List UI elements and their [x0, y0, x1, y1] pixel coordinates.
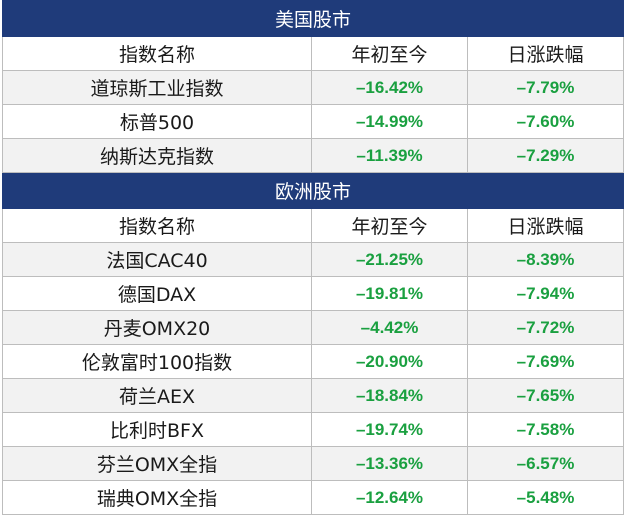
daily-change-value: –7.72%: [467, 310, 624, 345]
column-header-name: 指数名称: [2, 208, 312, 243]
daily-change-value: –7.94%: [467, 276, 624, 311]
index-name: 比利时BFX: [2, 412, 312, 447]
daily-change-value: –7.69%: [467, 344, 624, 379]
section-header-europe: 欧洲股市: [2, 172, 624, 209]
daily-change-value: –7.60%: [467, 104, 624, 139]
table-row: 德国DAX –19.81% –7.94%: [2, 276, 624, 311]
ytd-value: –12.64%: [311, 480, 468, 515]
table-row: 瑞典OMX全指 –12.64% –5.48%: [2, 480, 624, 515]
daily-change-value: –7.79%: [467, 70, 624, 105]
column-header-ytd: 年初至今: [311, 208, 468, 243]
ytd-value: –18.84%: [311, 378, 468, 413]
column-header-row: 指数名称 年初至今 日涨跌幅: [2, 36, 624, 71]
table-row: 伦敦富时100指数 –20.90% –7.69%: [2, 344, 624, 379]
column-header-name: 指数名称: [2, 36, 312, 71]
ytd-value: –16.42%: [311, 70, 468, 105]
ytd-value: –4.42%: [311, 310, 468, 345]
daily-change-value: –7.29%: [467, 138, 624, 173]
ytd-value: –21.25%: [311, 242, 468, 277]
ytd-value: –19.74%: [311, 412, 468, 447]
section-title: 美国股市: [2, 0, 624, 37]
column-header-daily: 日涨跌幅: [467, 36, 624, 71]
column-header-ytd: 年初至今: [311, 36, 468, 71]
index-name: 荷兰AEX: [2, 378, 312, 413]
daily-change-value: –8.39%: [467, 242, 624, 277]
table-row: 法国CAC40 –21.25% –8.39%: [2, 242, 624, 277]
index-name: 瑞典OMX全指: [2, 480, 312, 515]
daily-change-value: –6.57%: [467, 446, 624, 481]
ytd-value: –11.39%: [311, 138, 468, 173]
table-row: 标普500 –14.99% –7.60%: [2, 104, 624, 139]
column-header-row: 指数名称 年初至今 日涨跌幅: [2, 208, 624, 243]
daily-change-value: –7.58%: [467, 412, 624, 447]
index-name: 德国DAX: [2, 276, 312, 311]
ytd-value: –14.99%: [311, 104, 468, 139]
index-name: 道琼斯工业指数: [2, 70, 312, 105]
index-name: 丹麦OMX20: [2, 310, 312, 345]
index-name: 伦敦富时100指数: [2, 344, 312, 379]
table-row: 比利时BFX –19.74% –7.58%: [2, 412, 624, 447]
daily-change-value: –7.65%: [467, 378, 624, 413]
index-name: 纳斯达克指数: [2, 138, 312, 173]
index-name: 芬兰OMX全指: [2, 446, 312, 481]
table-row: 丹麦OMX20 –4.42% –7.72%: [2, 310, 624, 345]
column-header-daily: 日涨跌幅: [467, 208, 624, 243]
table-row: 芬兰OMX全指 –13.36% –6.57%: [2, 446, 624, 481]
daily-change-value: –5.48%: [467, 480, 624, 515]
section-title: 欧洲股市: [2, 172, 624, 209]
stock-index-table: 美国股市 指数名称 年初至今 日涨跌幅 道琼斯工业指数 –16.42% –7.7…: [2, 0, 624, 515]
table-row: 荷兰AEX –18.84% –7.65%: [2, 378, 624, 413]
index-name: 法国CAC40: [2, 242, 312, 277]
ytd-value: –13.36%: [311, 446, 468, 481]
index-name: 标普500: [2, 104, 312, 139]
ytd-value: –19.81%: [311, 276, 468, 311]
ytd-value: –20.90%: [311, 344, 468, 379]
table-row: 纳斯达克指数 –11.39% –7.29%: [2, 138, 624, 173]
table-row: 道琼斯工业指数 –16.42% –7.79%: [2, 70, 624, 105]
section-header-us: 美国股市: [2, 0, 624, 37]
